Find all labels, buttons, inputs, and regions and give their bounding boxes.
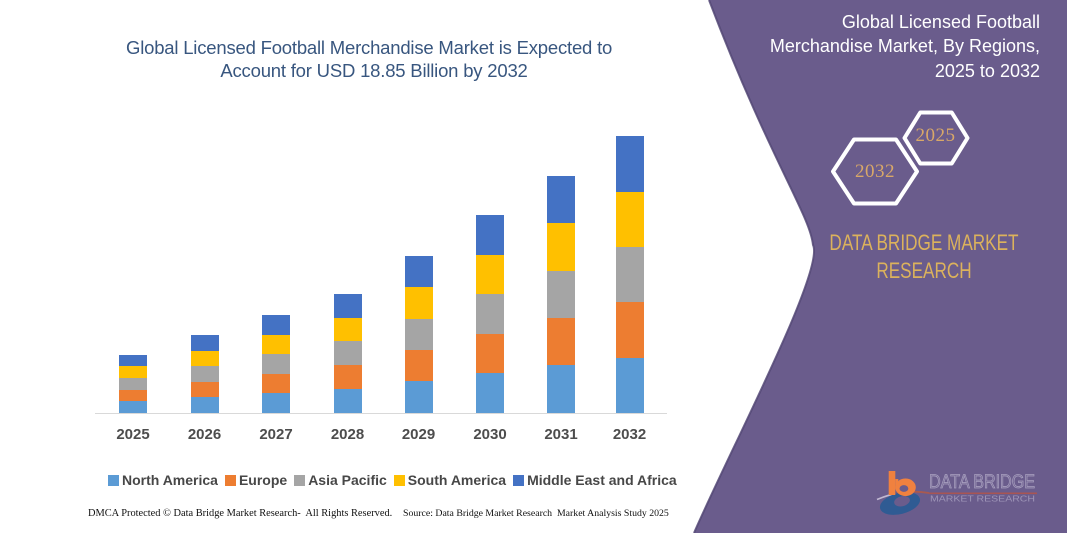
svg-text:2025: 2025 <box>916 125 956 146</box>
svg-text:MARKET RESEARCH: MARKET RESEARCH <box>930 495 1035 504</box>
svg-text:DATA BRIDGE: DATA BRIDGE <box>929 472 1035 493</box>
svg-text:2032: 2032 <box>855 161 895 182</box>
